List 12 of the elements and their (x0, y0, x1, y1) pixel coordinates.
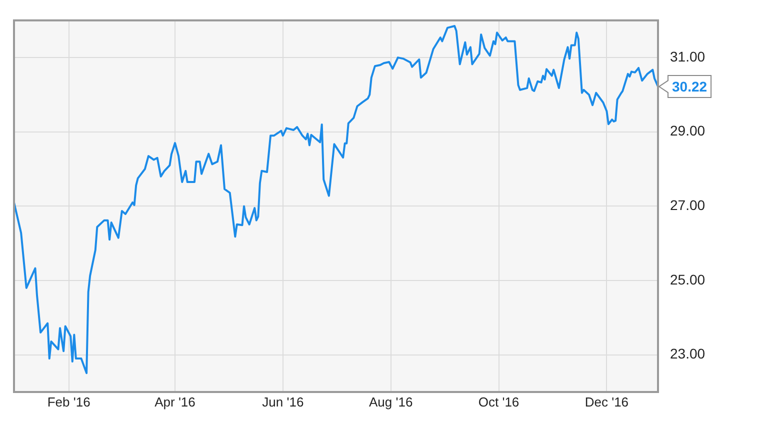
x-tick-label: Aug '16 (369, 394, 413, 410)
y-tick-label: 25.00 (670, 271, 706, 288)
y-tick-label: 29.00 (670, 122, 706, 139)
annotation: 30.22 (672, 78, 708, 94)
x-tick-label: Dec '16 (584, 394, 629, 410)
x-tick-label: Apr '16 (154, 394, 196, 410)
y-tick-label: 27.00 (670, 197, 706, 214)
y-tick-label: 23.00 (670, 346, 706, 362)
x-tick-label: Oct '16 (478, 394, 520, 410)
y-tick-label: 31.00 (670, 48, 706, 64)
x-tick-label: Feb '16 (47, 394, 90, 410)
x-tick-label: Jun '16 (262, 394, 304, 410)
